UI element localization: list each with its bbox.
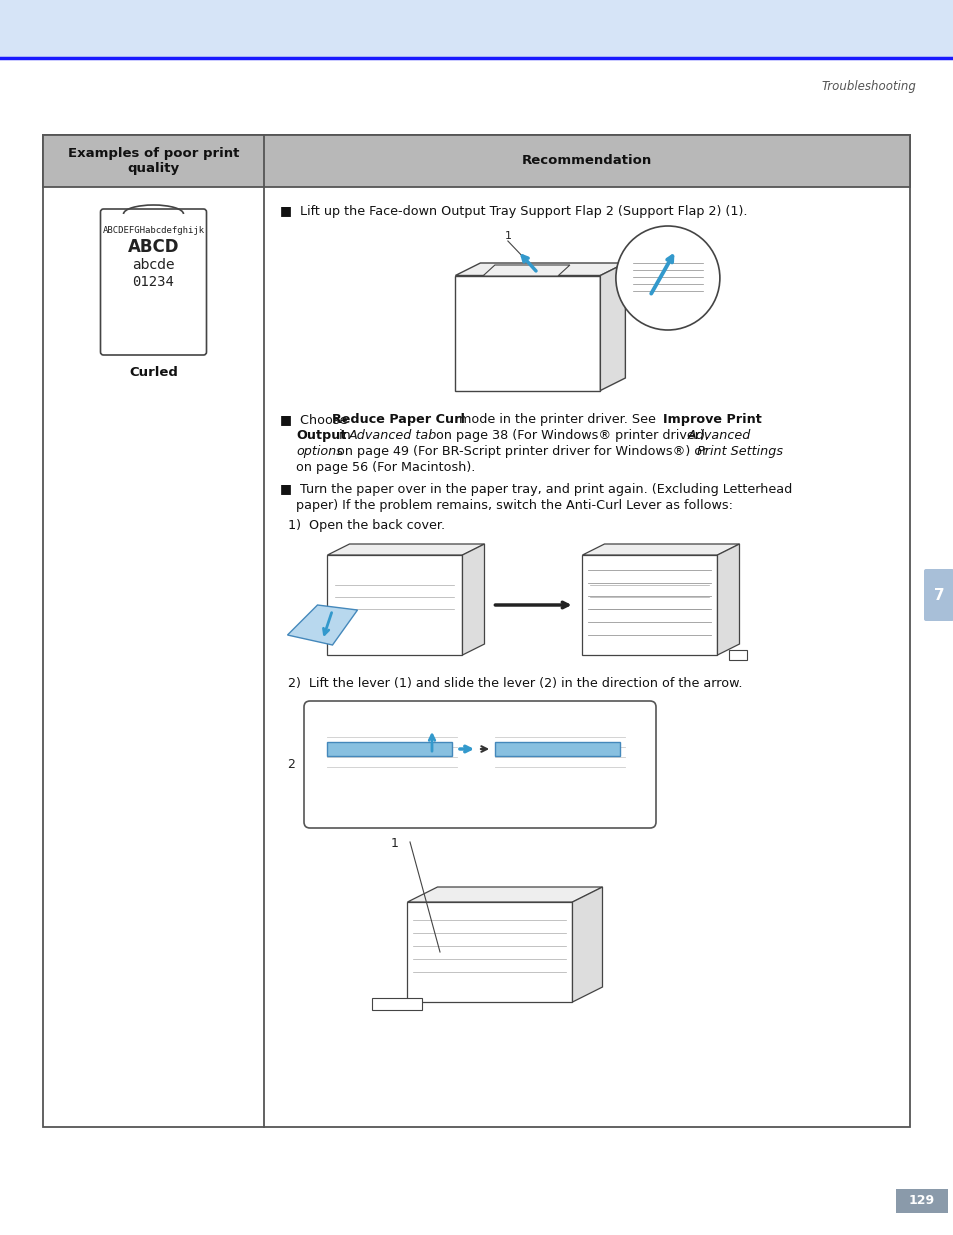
Text: 2: 2 xyxy=(287,758,294,771)
Polygon shape xyxy=(455,275,599,390)
Text: Troubleshooting: Troubleshooting xyxy=(821,80,915,93)
Text: on page 38 (For Windows® printer driver),: on page 38 (For Windows® printer driver)… xyxy=(432,429,712,442)
FancyBboxPatch shape xyxy=(304,701,656,827)
Text: Reduce Paper Curl: Reduce Paper Curl xyxy=(332,412,464,426)
Text: Improve Print: Improve Print xyxy=(662,412,760,426)
Text: abcde: abcde xyxy=(132,258,174,272)
Bar xyxy=(895,1189,947,1213)
Text: 1: 1 xyxy=(391,837,398,850)
Text: 129: 129 xyxy=(908,1194,934,1208)
Bar xyxy=(407,902,572,1002)
Bar xyxy=(327,742,452,756)
Text: ■  Choose: ■ Choose xyxy=(280,412,351,426)
Bar xyxy=(729,650,747,659)
Polygon shape xyxy=(407,887,602,902)
Text: Examples of poor print
quality: Examples of poor print quality xyxy=(68,147,239,175)
Text: Advanced: Advanced xyxy=(687,429,751,442)
Bar xyxy=(495,742,619,756)
Polygon shape xyxy=(462,543,484,655)
Polygon shape xyxy=(455,263,625,275)
Text: Output: Output xyxy=(295,429,346,442)
Text: on page 56 (For Macintosh).: on page 56 (For Macintosh). xyxy=(295,461,475,474)
Polygon shape xyxy=(287,605,357,645)
Bar xyxy=(582,555,717,655)
FancyBboxPatch shape xyxy=(923,569,953,621)
Polygon shape xyxy=(572,887,602,1002)
Polygon shape xyxy=(582,543,739,555)
Text: Recommendation: Recommendation xyxy=(521,154,652,168)
Text: ABCD: ABCD xyxy=(128,238,179,256)
Text: Print Settings: Print Settings xyxy=(697,445,782,458)
Bar xyxy=(327,555,462,655)
Text: 01234: 01234 xyxy=(132,274,174,289)
Text: 2)  Lift the lever (1) and slide the lever (2) in the direction of the arrow.: 2) Lift the lever (1) and slide the leve… xyxy=(288,677,741,690)
Polygon shape xyxy=(482,266,569,275)
Bar xyxy=(43,135,909,1128)
Text: ■  Lift up the Face-down Output Tray Support Flap 2 (Support Flap 2) (1).: ■ Lift up the Face-down Output Tray Supp… xyxy=(280,205,747,219)
Text: mode in the printer driver. See: mode in the printer driver. See xyxy=(455,412,659,426)
Text: 7: 7 xyxy=(933,588,943,603)
Polygon shape xyxy=(327,543,484,555)
Text: ABCDEFGHabcdefghijk: ABCDEFGHabcdefghijk xyxy=(102,226,204,235)
Text: Curled: Curled xyxy=(129,366,178,379)
Text: ■  Turn the paper over in the paper tray, and print again. (Excluding Letterhead: ■ Turn the paper over in the paper tray,… xyxy=(280,483,791,496)
Bar xyxy=(372,998,422,1010)
Polygon shape xyxy=(717,543,739,655)
Text: paper) If the problem remains, switch the Anti-Curl Lever as follows:: paper) If the problem remains, switch th… xyxy=(295,499,732,513)
Bar xyxy=(0,0,953,58)
Text: 1: 1 xyxy=(504,231,511,241)
Text: options: options xyxy=(295,445,342,458)
Text: in: in xyxy=(335,429,355,442)
Text: Advanced tab: Advanced tab xyxy=(349,429,436,442)
Bar xyxy=(43,135,909,186)
Text: on page 49 (For BR-Script printer driver for Windows®) or: on page 49 (For BR-Script printer driver… xyxy=(333,445,711,458)
Text: 1)  Open the back cover.: 1) Open the back cover. xyxy=(288,519,445,532)
Circle shape xyxy=(616,226,720,330)
FancyBboxPatch shape xyxy=(100,209,206,354)
Polygon shape xyxy=(599,263,625,390)
